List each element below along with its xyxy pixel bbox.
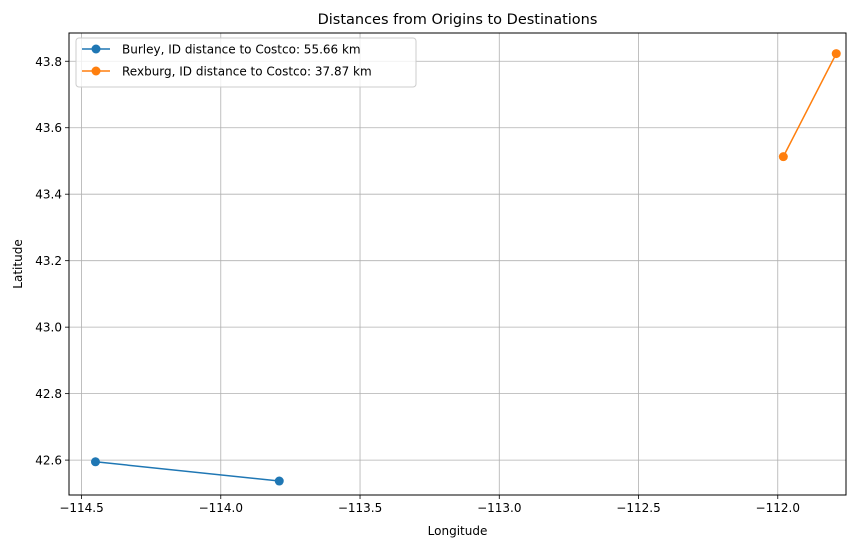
x-tick-label: −112.0 [756,501,800,515]
x-axis-label: Longitude [428,524,488,538]
y-axis-label: Latitude [11,239,25,288]
y-tick-label: 43.0 [35,321,62,335]
series-1-point [90,457,100,467]
x-tick-label: −113.5 [338,501,382,515]
x-tick-label: −113.0 [477,501,521,515]
x-tick-label: −114.0 [199,501,243,515]
x-tick-label: −114.5 [59,501,103,515]
legend-label-2: Rexburg, ID distance to Costco: 37.87 km [122,65,372,79]
legend-marker-1 [91,44,101,54]
series-2-point [778,152,788,162]
grid [69,33,846,495]
series-2-point [831,49,841,59]
legend-marker-2 [91,66,101,76]
chart-title: Distances from Origins to Destinations [318,12,598,28]
y-tick-label: 43.6 [35,121,62,135]
series-1-point [274,476,284,486]
y-tick-label: 43.2 [35,254,62,268]
y-tick-label: 42.8 [35,387,62,401]
series-line-1 [95,461,280,482]
y-tick-label: 43.4 [35,188,62,202]
y-tick-label: 43.8 [35,55,62,69]
series-layer [90,49,841,486]
series-line-2 [782,53,837,157]
y-tick-label: 42.6 [35,454,62,468]
legend: Burley, ID distance to Costco: 55.66 km R… [75,37,417,88]
legend-label-1: Burley, ID distance to Costco: 55.66 km [122,43,361,57]
legend-box [75,37,417,88]
x-tick-label: −112.5 [616,501,660,515]
ticks: −114.5 −114.0 −113.5 −113.0 −112.5 −112.0 42.6… [35,55,800,515]
plot-frame [68,32,847,496]
